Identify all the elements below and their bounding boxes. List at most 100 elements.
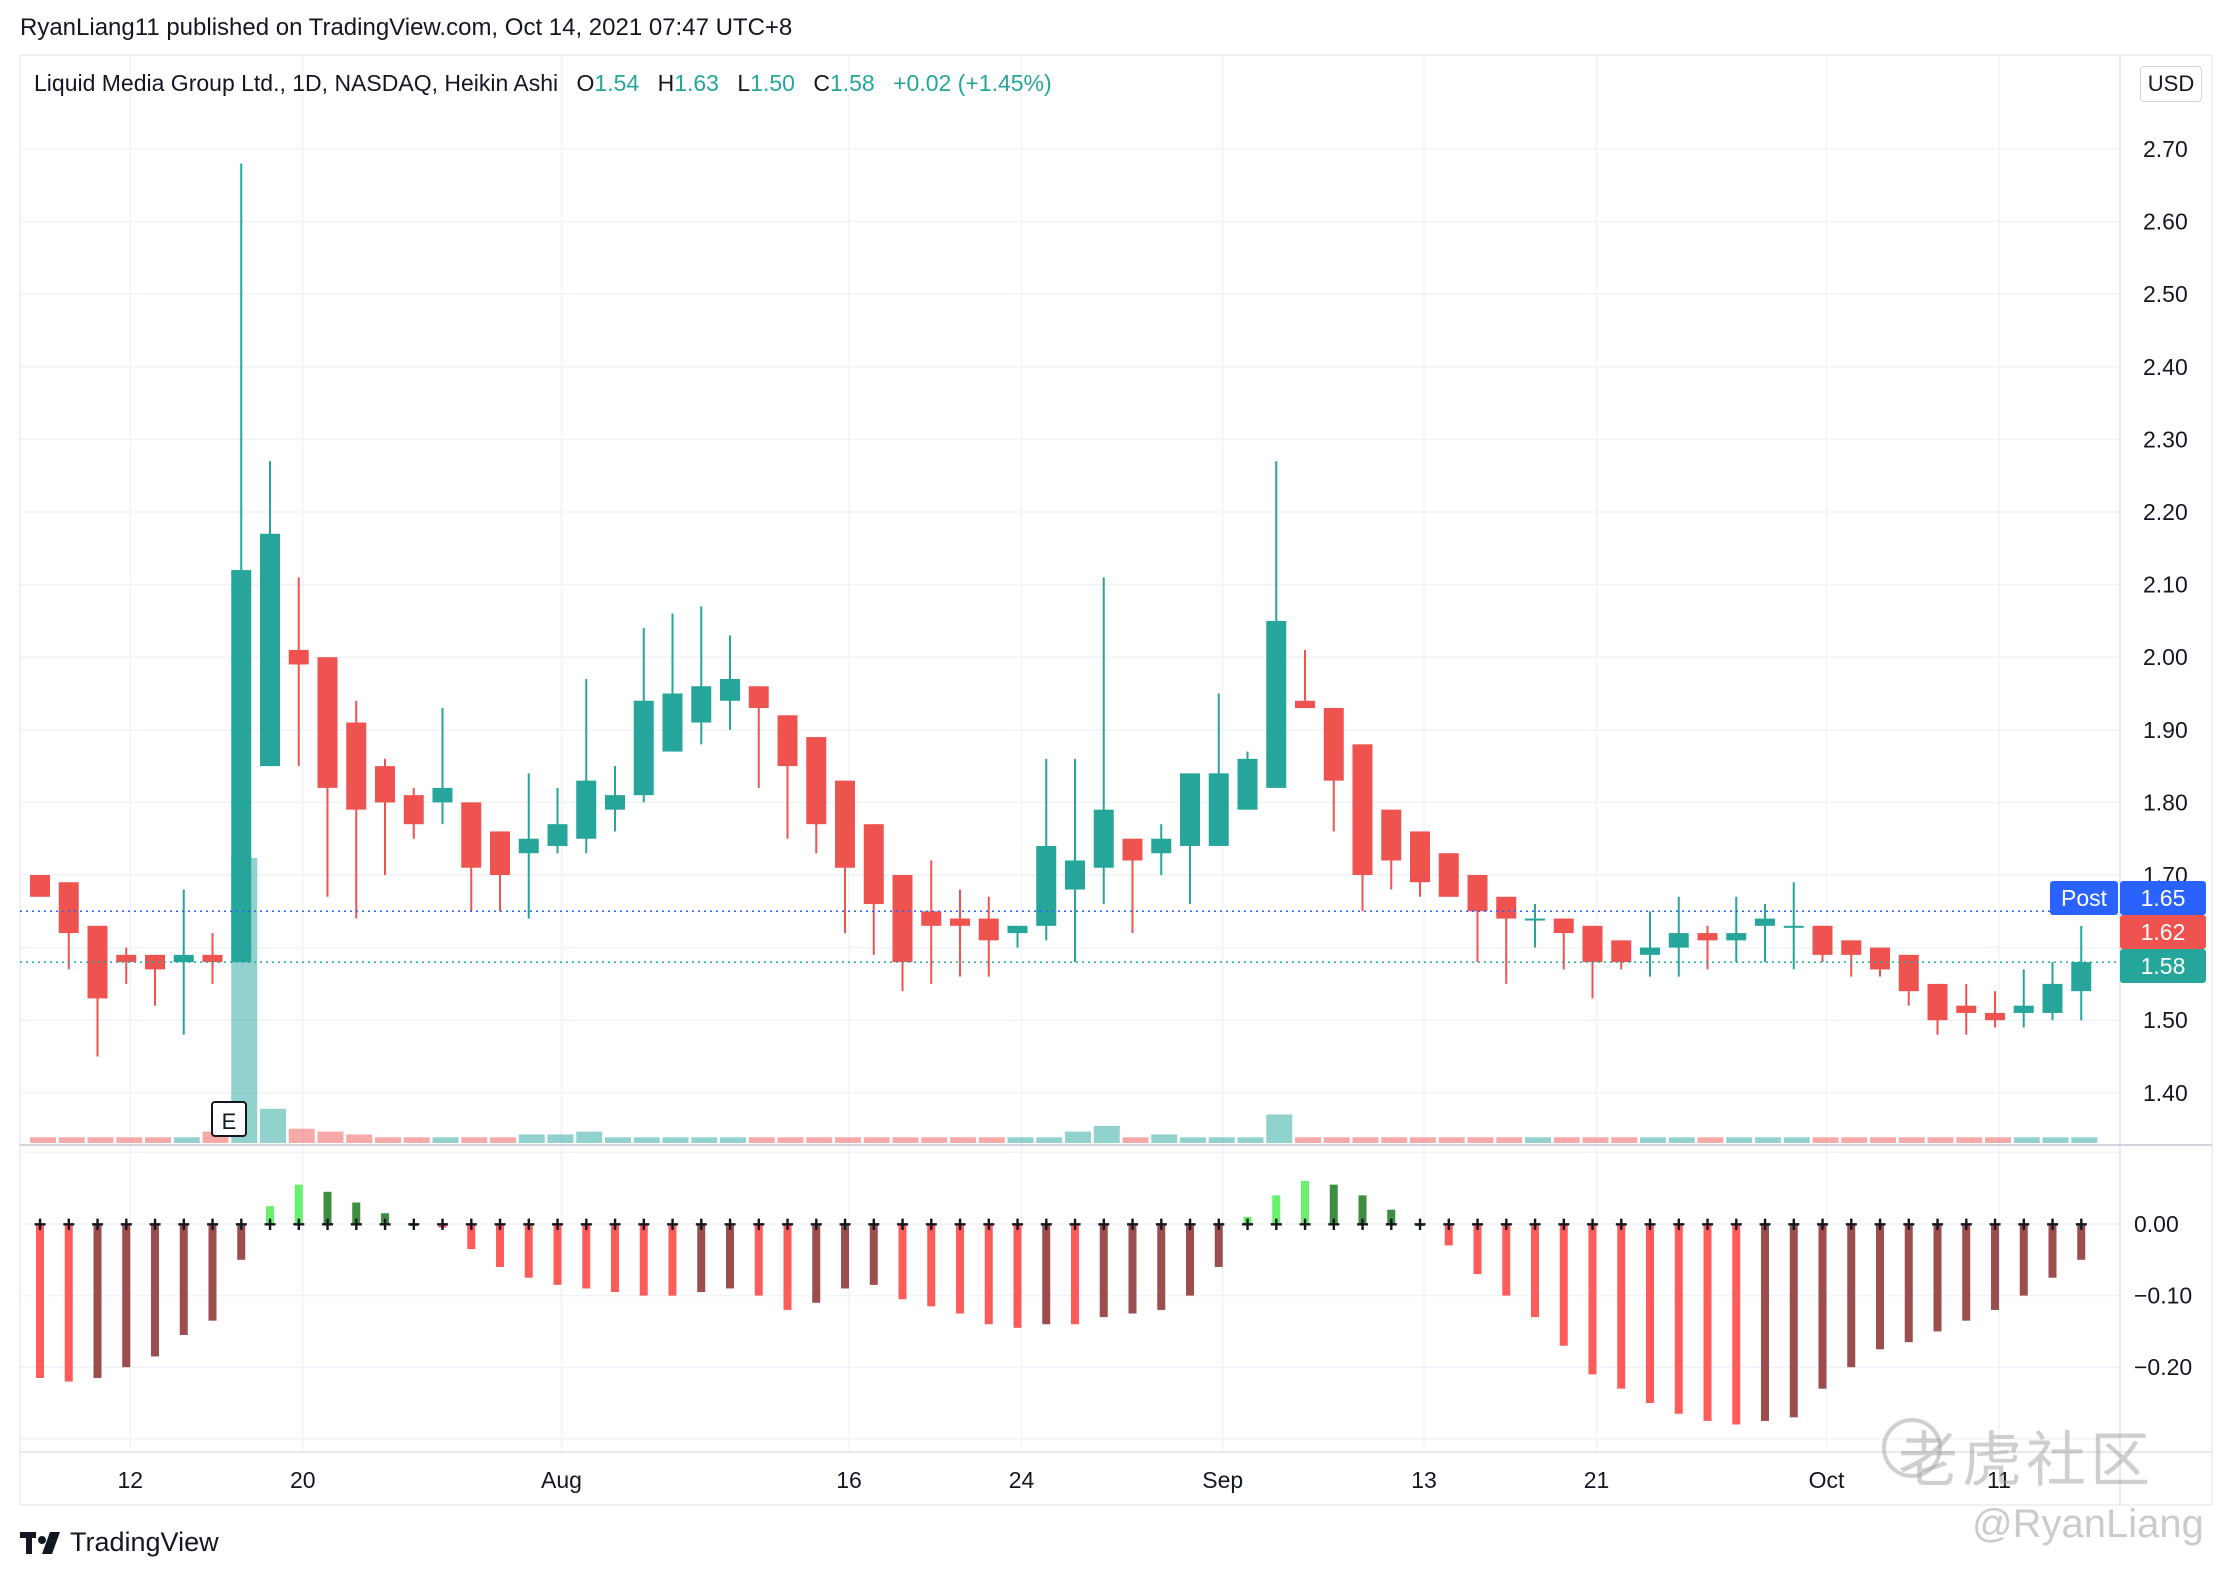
price-badge-green-text: 1.58 <box>2141 953 2186 979</box>
volume-bar <box>30 1137 56 1143</box>
candlestick-series[interactable] <box>30 163 2092 1057</box>
zero-cross-marker: + <box>1787 1212 1800 1237</box>
oscillator-bar <box>467 1224 476 1250</box>
oscillator-bar <box>668 1224 677 1296</box>
oscillator-bar <box>323 1191 332 1224</box>
volume-bar <box>691 1137 718 1143</box>
oscillator-bar <box>151 1224 159 1357</box>
oscillator-bar <box>611 1224 619 1293</box>
oscillator-bar <box>984 1224 993 1325</box>
brand-name: TradingView <box>70 1527 219 1557</box>
candle-body <box>2042 983 2063 1013</box>
candle-body <box>490 831 510 875</box>
high-value: 1.63 <box>674 70 719 96</box>
oscillator-bar <box>783 1224 792 1310</box>
oscillator-bar <box>1329 1184 1338 1224</box>
candle-body <box>116 954 137 963</box>
oscillator-bar <box>1904 1224 1913 1343</box>
price-badge-green <box>2120 949 2206 983</box>
candle-body <box>1927 983 1948 1021</box>
candle-body <box>1611 940 1632 963</box>
volume-bar <box>1410 1137 1436 1143</box>
zero-cross-marker: + <box>781 1212 794 1237</box>
candle-body <box>1582 925 1603 963</box>
candle-body <box>576 780 597 839</box>
volume-bar <box>1640 1137 1666 1143</box>
earnings-marker[interactable]: E <box>211 1101 247 1137</box>
tradingview-brand[interactable]: TradingView <box>20 1527 219 1558</box>
oscillator-bar <box>1818 1224 1827 1389</box>
candle-body <box>1093 809 1114 868</box>
earnings-marker-box[interactable] <box>211 1101 247 1137</box>
symbol-title[interactable]: Liquid Media Group Ltd., 1D, NASDAQ, Hei… <box>34 70 559 96</box>
price-axis-labels[interactable]: 1.401.501.601.701.801.902.002.102.202.30… <box>2134 136 2192 1380</box>
candle-body <box>1237 758 1258 810</box>
currency-button[interactable]: USD <box>2140 66 2202 102</box>
oscillator-bar <box>294 1184 303 1224</box>
volume-bar <box>1927 1137 1954 1143</box>
oscillator-bar <box>1732 1224 1741 1425</box>
oscillator-bar <box>1703 1224 1712 1421</box>
zero-cross-marker: + <box>120 1212 133 1237</box>
zero-cross-marker: + <box>407 1212 420 1237</box>
volume-bar <box>921 1137 948 1143</box>
volume-bar <box>633 1137 660 1143</box>
zero-cross-marker: + <box>1931 1212 1944 1237</box>
volume-bar <box>518 1134 545 1143</box>
zero-cross-marker: + <box>465 1212 478 1237</box>
time-axis-labels[interactable]: 12 20 Aug 16 24 Sep 13 21 Oct 11 <box>117 1467 2010 1493</box>
zero-cross-marker: + <box>666 1212 679 1237</box>
candle-body <box>1381 809 1402 861</box>
oscillator-bar <box>524 1224 533 1278</box>
candle-body <box>1898 954 1919 992</box>
oscillator-bar <box>1387 1209 1396 1224</box>
oscillator-bar <box>122 1224 131 1368</box>
price-badge-red-text: 1.62 <box>2141 919 2186 945</box>
candle-body <box>1525 918 1545 921</box>
volume-bar <box>1553 1137 1580 1143</box>
candle-body <box>2071 962 2092 992</box>
candle-body <box>2013 1005 2034 1013</box>
candle-body <box>1726 933 1747 941</box>
oscillator-bar <box>1933 1224 1942 1332</box>
volume-bar <box>1985 1137 2011 1143</box>
oscillator-bar <box>2048 1224 2057 1278</box>
oscillator-bar <box>1991 1224 1999 1310</box>
zero-cross-marker: + <box>1759 1212 1772 1237</box>
candle-body <box>461 802 482 868</box>
oscillator-bar <box>381 1213 389 1224</box>
low-label: L <box>737 70 751 96</box>
price-badges: Post 1.65 1.62 1.58 <box>2050 881 2206 983</box>
candle-body <box>1295 700 1315 709</box>
oscillator-bar <box>1559 1224 1568 1346</box>
volume-bar <box>173 1137 200 1143</box>
price-badge-red <box>2120 915 2206 949</box>
volume-bar <box>1812 1137 1839 1143</box>
price-axis-label: 2.70 <box>2143 136 2188 162</box>
volume-bar <box>461 1137 488 1143</box>
volume-bar <box>58 1137 85 1143</box>
zero-cross-marker: + <box>1902 1212 1915 1237</box>
oscillator-bar <box>352 1202 361 1224</box>
volume-bar <box>1266 1114 1293 1143</box>
volume-bar <box>1352 1137 1379 1143</box>
time-axis-label: Oct <box>1809 1467 1845 1493</box>
candle-body <box>346 722 367 810</box>
candle-body <box>1467 875 1488 912</box>
volume-bar <box>1438 1137 1465 1143</box>
post-label-badge <box>2050 881 2118 915</box>
low-value: 1.50 <box>750 70 795 96</box>
oscillator-bar <box>1071 1224 1079 1325</box>
oscillator-bar <box>64 1224 73 1382</box>
candle-body <box>691 686 712 723</box>
zero-cross-marker: + <box>292 1212 305 1237</box>
zero-cross-marker: + <box>810 1212 823 1237</box>
price-axis-label: 2.50 <box>2143 281 2188 307</box>
volume-bar <box>1036 1137 1063 1143</box>
volume-bar <box>317 1131 344 1143</box>
oscillator-bar <box>726 1224 734 1289</box>
zero-cross-marker: + <box>149 1212 162 1237</box>
candle-body <box>1036 845 1057 926</box>
zero-cross-marker: + <box>1816 1212 1829 1237</box>
